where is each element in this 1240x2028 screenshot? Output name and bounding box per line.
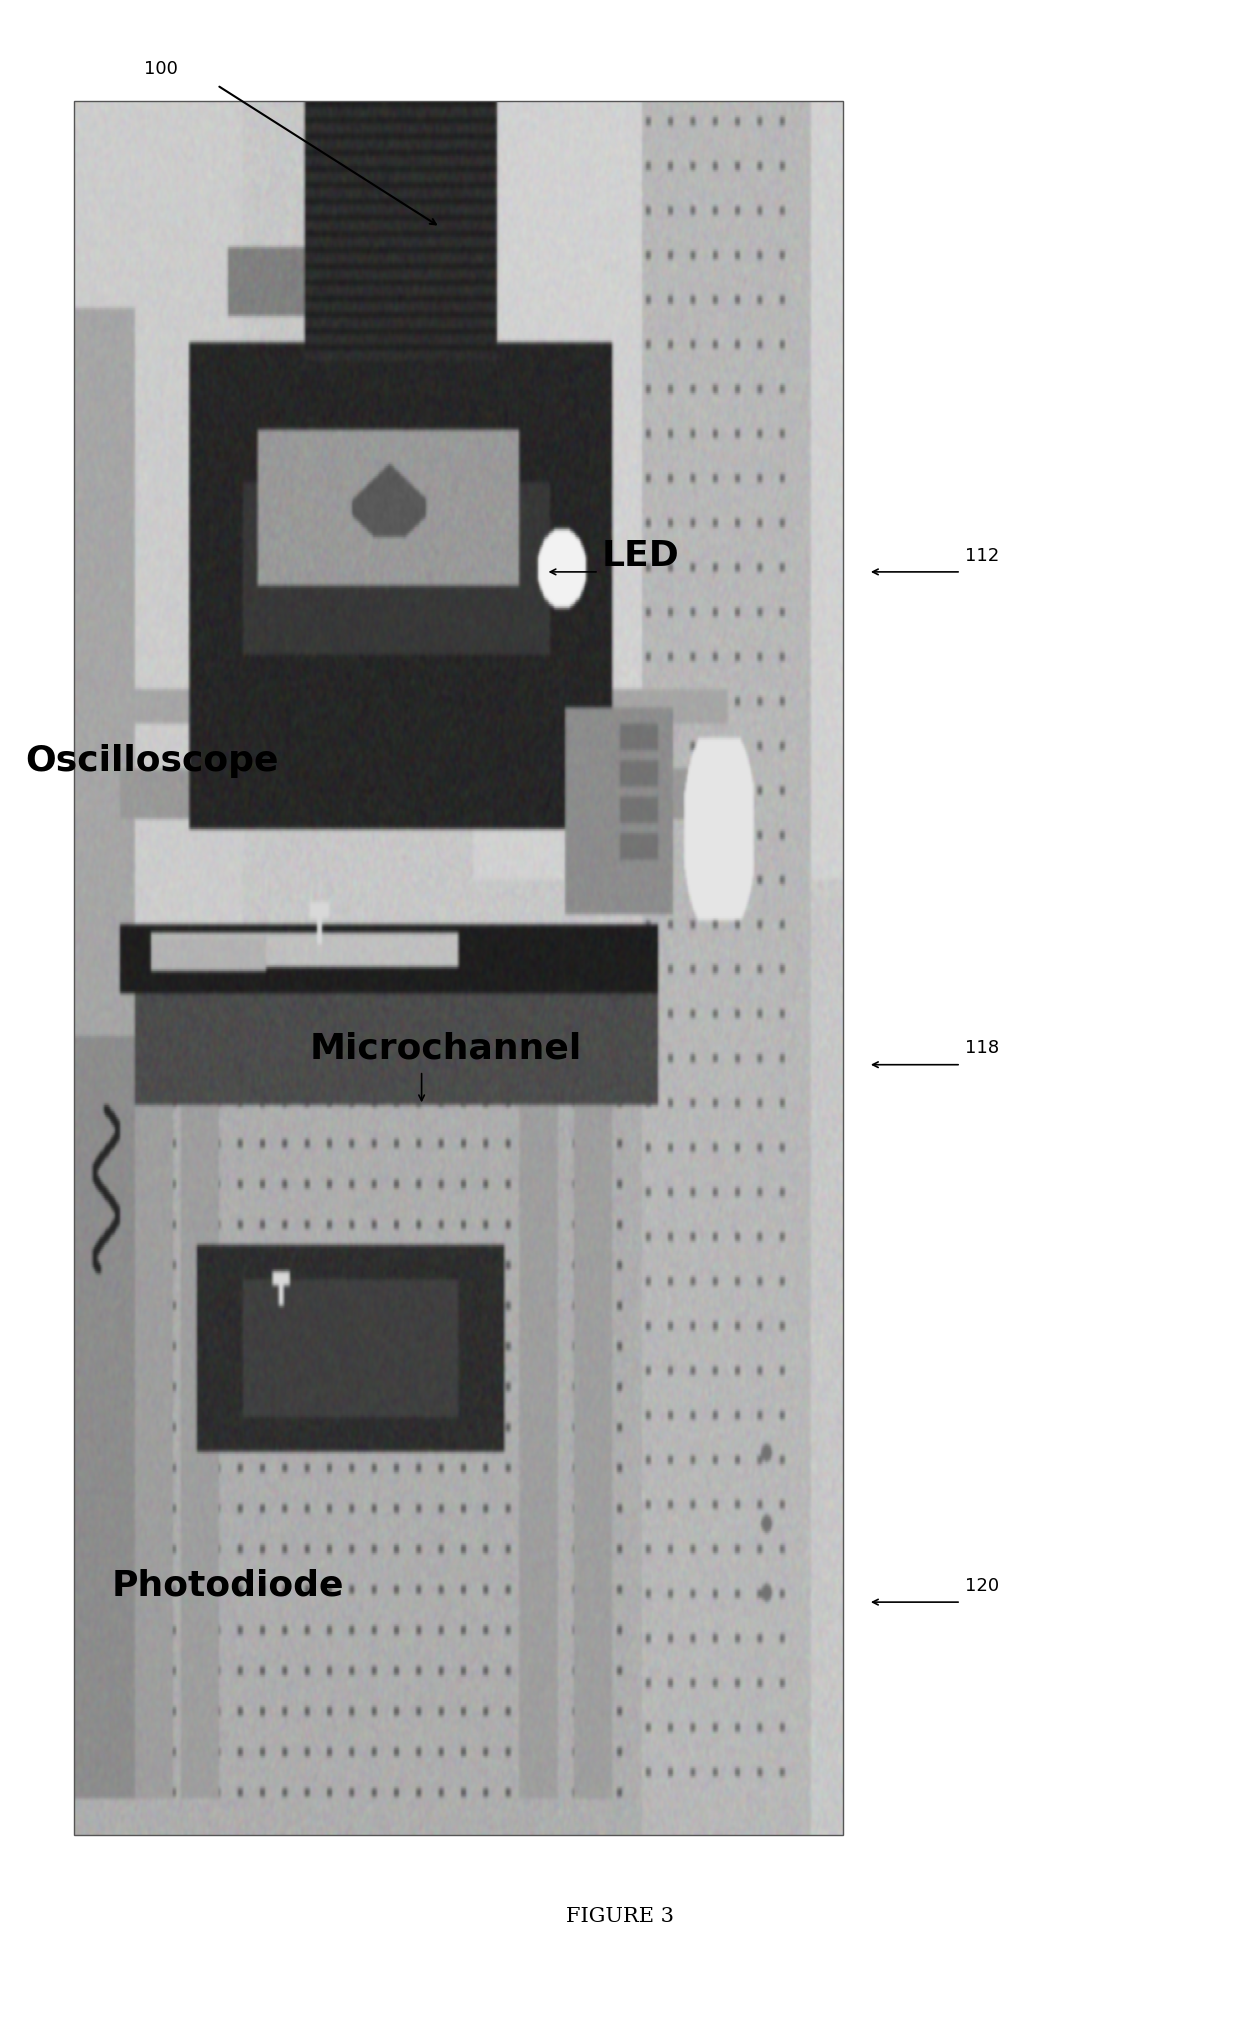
Text: 100: 100 [144, 61, 179, 77]
Text: Photodiode: Photodiode [112, 1570, 345, 1602]
Bar [74, 101, 843, 1835]
Text: 120: 120 [965, 1578, 999, 1594]
Text: Oscilloscope: Oscilloscope [25, 744, 278, 777]
Text: FIGURE 3: FIGURE 3 [565, 1906, 675, 1927]
Text: LED: LED [601, 539, 680, 572]
Text: 112: 112 [965, 548, 999, 564]
Text: Microchannel: Microchannel [310, 1032, 583, 1065]
Text: 118: 118 [965, 1040, 999, 1057]
